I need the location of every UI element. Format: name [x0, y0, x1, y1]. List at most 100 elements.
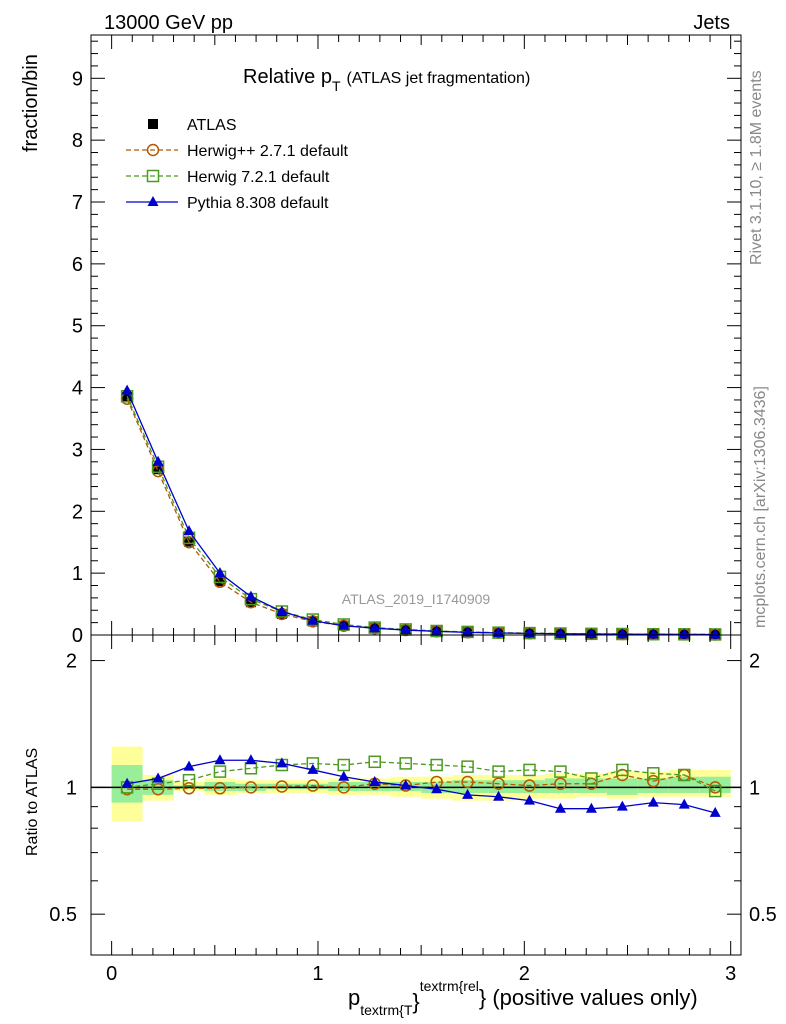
main-y-tick-label: 8	[72, 130, 83, 152]
ratio-point	[678, 768, 691, 782]
ratio-point	[647, 767, 660, 780]
ratio-point	[523, 763, 536, 777]
legend-marker	[148, 119, 158, 129]
ratio-point	[616, 763, 629, 777]
legend: ATLAS Herwig++ 2.7.1 default Herwig 7.2.1 …	[126, 117, 349, 212]
main-title: Relative pT (ATLAS jet fragmentation)	[243, 66, 530, 94]
ratio-point	[523, 779, 536, 792]
ratio-y-tick-label-right: 1	[749, 777, 760, 799]
main-y-tick-label: 6	[72, 254, 83, 276]
x-axis-label-brace: }	[412, 989, 419, 1014]
x-axis-label-sup: textrm{rel	[420, 978, 479, 994]
ratio-y-tick-label: 0.5	[49, 904, 77, 926]
ratio-point	[708, 784, 722, 798]
ratio-band-green	[328, 781, 360, 792]
ratio-point	[182, 773, 196, 787]
ratio-point	[399, 757, 412, 770]
legend-label: Herwig++ 2.7.1 default	[187, 143, 349, 160]
main-point	[214, 576, 225, 587]
ratio-point	[213, 782, 227, 795]
rivet-label: Rivet 3.1.10, ≥ 1.8M events	[748, 70, 765, 265]
legend-entry: Herwig++ 2.7.1 default	[126, 143, 349, 160]
main-title-suffix: (ATLAS jet fragmentation)	[347, 70, 531, 87]
x-axis-label-sub: textrm{T	[360, 1002, 413, 1018]
ratio-point	[182, 782, 196, 795]
main-y-tick-label: 0	[72, 625, 83, 647]
ratio-point	[492, 765, 505, 778]
ratio-point	[616, 800, 628, 811]
main-point	[647, 628, 659, 639]
ratio-x-ticks: 0 1 2 3	[106, 635, 736, 985]
ratio-point	[461, 760, 474, 773]
main-point	[153, 464, 164, 475]
x-tick-label: 2	[519, 963, 530, 985]
ratio-band-green	[204, 781, 236, 792]
ratio-frame	[90, 634, 742, 956]
ratio-point	[213, 765, 227, 778]
ratio-y-ticks: 0.5 1 2 0.5 1 2	[49, 651, 777, 927]
main-point	[400, 624, 412, 635]
main-point	[183, 525, 195, 536]
process-label: Jets	[693, 12, 730, 34]
energy-label: 13000 GeV pp	[104, 12, 233, 34]
main-y-tick-label: 2	[72, 501, 83, 523]
legend-label: Pythia 8.308 default	[187, 195, 329, 212]
ratio-point	[244, 781, 258, 794]
ratio-point	[306, 779, 320, 792]
legend-marker	[147, 196, 159, 206]
ratio-y-tick-label-right: 0.5	[749, 904, 777, 926]
main-point	[431, 625, 443, 636]
ratio-point	[275, 780, 289, 793]
legend-marker	[146, 169, 160, 183]
ratio-band-green	[637, 778, 669, 793]
ratio-point	[585, 772, 598, 785]
ratio-point	[276, 757, 288, 768]
main-point	[214, 567, 226, 578]
main-y-tick-label: 1	[72, 563, 83, 585]
ratio-point	[461, 775, 474, 789]
legend-label: Herwig 7.2.1 default	[187, 169, 330, 186]
main-y-tick-label: 7	[72, 192, 83, 214]
ratio-point	[337, 758, 351, 772]
ratio-panel: 0.5 1 2 0.5 1 2 0 1 2 3 Ratio to ATLAS ptextrm{T…	[24, 634, 777, 1018]
ratio-point	[554, 777, 567, 791]
ratio-point	[647, 796, 659, 807]
ratio-point	[647, 774, 660, 788]
x-tick-label: 3	[725, 963, 736, 985]
ratio-point	[121, 777, 133, 788]
main-title-text: Relative p	[243, 66, 332, 88]
main-point	[678, 628, 690, 639]
ratio-y-tick-label: 1	[66, 777, 77, 799]
main-y-tick-label: 4	[72, 378, 83, 400]
watermark: ATLAS_2019_I1740909	[342, 591, 491, 607]
ratio-point	[400, 779, 412, 790]
ratio-band-green	[668, 776, 700, 793]
main-point	[245, 590, 257, 601]
main-point	[585, 628, 597, 639]
x-axis-label: ptextrm{T}textrm{rel} (positive values o…	[348, 978, 698, 1018]
ratio-point	[523, 794, 535, 805]
main-point	[338, 619, 350, 630]
main-point	[369, 622, 381, 633]
ratio-band-green	[359, 781, 391, 792]
ratio-bands	[111, 746, 731, 822]
ratio-point	[368, 755, 381, 769]
ratio-y-axis-label: Ratio to ATLAS	[24, 748, 41, 856]
ratio-y-tick-label: 2	[66, 651, 77, 673]
main-point	[709, 628, 721, 639]
main-point	[307, 614, 319, 625]
ratio-point	[492, 777, 505, 791]
legend-marker	[146, 143, 160, 157]
main-y-tick-label: 3	[72, 439, 83, 461]
ratio-band-green	[544, 778, 576, 793]
main-title-sub: T	[332, 78, 341, 94]
ratio-point	[369, 775, 381, 786]
ratio-point	[462, 788, 474, 799]
x-axis-label-main: p	[348, 985, 360, 1010]
ratio-point	[307, 763, 319, 774]
ratio-point	[337, 781, 351, 794]
ratio-band-green	[514, 780, 545, 793]
legend-entry: Herwig 7.2.1 default	[126, 169, 330, 186]
ratio-point	[152, 772, 164, 783]
